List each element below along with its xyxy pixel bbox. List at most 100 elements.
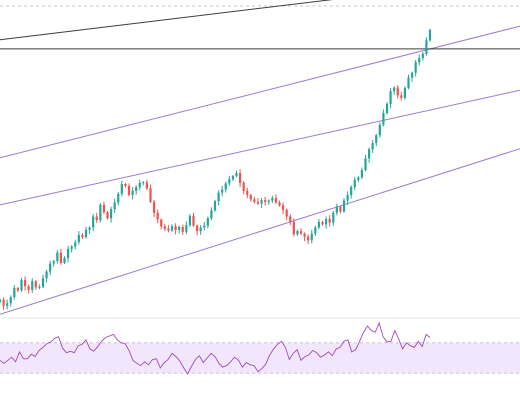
candle-down: [264, 199, 267, 202]
candle-down: [95, 216, 98, 221]
candle-up: [314, 227, 317, 234]
candle-down: [289, 216, 292, 222]
candle-up: [231, 176, 235, 180]
candle-up: [178, 226, 181, 230]
candle-up: [210, 210, 213, 219]
candle-down: [299, 231, 303, 234]
candle-up: [378, 124, 381, 136]
candle-down: [285, 209, 288, 217]
channel-middle-line: [0, 89, 520, 206]
candle-up: [41, 278, 45, 287]
candle-down: [181, 226, 184, 232]
candle-down: [303, 233, 306, 237]
candle-up: [13, 288, 16, 298]
candle-up: [56, 252, 59, 262]
candle-up: [213, 201, 217, 211]
candle-up: [217, 192, 220, 202]
candle-up: [70, 246, 73, 249]
candle-up: [206, 218, 209, 226]
candle-up: [393, 87, 396, 92]
candle-up: [6, 303, 9, 306]
candle-up: [170, 226, 174, 231]
candle-down: [249, 195, 252, 200]
candle-up: [228, 179, 231, 184]
candle-up: [385, 103, 389, 114]
candle-up: [77, 234, 80, 243]
candle-up: [382, 113, 385, 125]
candle-down: [339, 206, 342, 212]
candle-up: [31, 281, 34, 290]
candle-down: [59, 252, 63, 263]
candle-down: [281, 205, 285, 210]
candle-up: [260, 199, 263, 204]
candle-down: [127, 185, 131, 196]
rsi-pane: [0, 321, 520, 375]
candle-up: [371, 143, 374, 150]
candle-down: [253, 199, 256, 202]
candle-down: [400, 95, 403, 98]
candle-down: [246, 190, 249, 196]
candle-up: [271, 198, 274, 201]
candle-up: [403, 88, 407, 98]
candle-down: [145, 182, 149, 189]
candle-down: [102, 204, 106, 213]
candle-up: [414, 62, 417, 73]
candle-up: [428, 29, 432, 41]
candle-up: [235, 173, 238, 177]
candle-up: [199, 227, 202, 232]
candle-down: [152, 201, 156, 213]
candle-up: [389, 91, 392, 104]
candle-up: [410, 72, 414, 78]
candle-up: [63, 258, 66, 263]
candle-up: [142, 182, 145, 184]
candle-up: [221, 189, 224, 193]
candle-up: [117, 193, 120, 203]
candle-down: [292, 221, 295, 235]
candle-down: [238, 173, 242, 183]
candle-down: [156, 212, 159, 220]
candle-up: [346, 195, 349, 201]
candle-up: [135, 187, 138, 191]
candle-down: [160, 219, 163, 227]
candle-up: [84, 229, 88, 238]
candle-up: [360, 170, 364, 178]
candle-down: [242, 182, 245, 191]
candle-down: [167, 228, 170, 231]
candle-down: [2, 299, 5, 306]
candle-up: [407, 77, 410, 89]
price-pane: [0, 0, 520, 315]
channel-upper-line: [0, 25, 520, 159]
candle-down: [195, 225, 199, 232]
candle-up: [203, 225, 206, 228]
candle-up: [188, 215, 192, 226]
candle-down: [27, 286, 30, 290]
candle-down: [307, 236, 310, 241]
candle-up: [120, 184, 123, 194]
candle-down: [396, 87, 399, 96]
candle-down: [23, 280, 27, 287]
candle-up: [88, 227, 91, 230]
candle-down: [81, 234, 84, 238]
candle-down: [106, 212, 109, 219]
candle-down: [278, 202, 281, 206]
rsi-band: [0, 342, 520, 374]
channel-lower-line: [0, 148, 520, 315]
candle-down: [328, 218, 331, 223]
candle-up: [109, 209, 113, 219]
candle-down: [256, 201, 260, 204]
candle-up: [335, 206, 338, 213]
candle-up: [99, 204, 102, 221]
candle-up: [92, 216, 95, 228]
candle-down: [124, 184, 127, 186]
candle-up: [425, 40, 428, 54]
candle-down: [174, 226, 177, 230]
candle-up: [52, 261, 55, 264]
candle-up: [0, 299, 2, 303]
candle-down: [34, 281, 37, 288]
candle-up: [267, 200, 270, 202]
candle-down: [16, 288, 20, 291]
candle-down: [163, 226, 166, 229]
trend-line: [0, 0, 333, 41]
candle-up: [332, 212, 335, 223]
